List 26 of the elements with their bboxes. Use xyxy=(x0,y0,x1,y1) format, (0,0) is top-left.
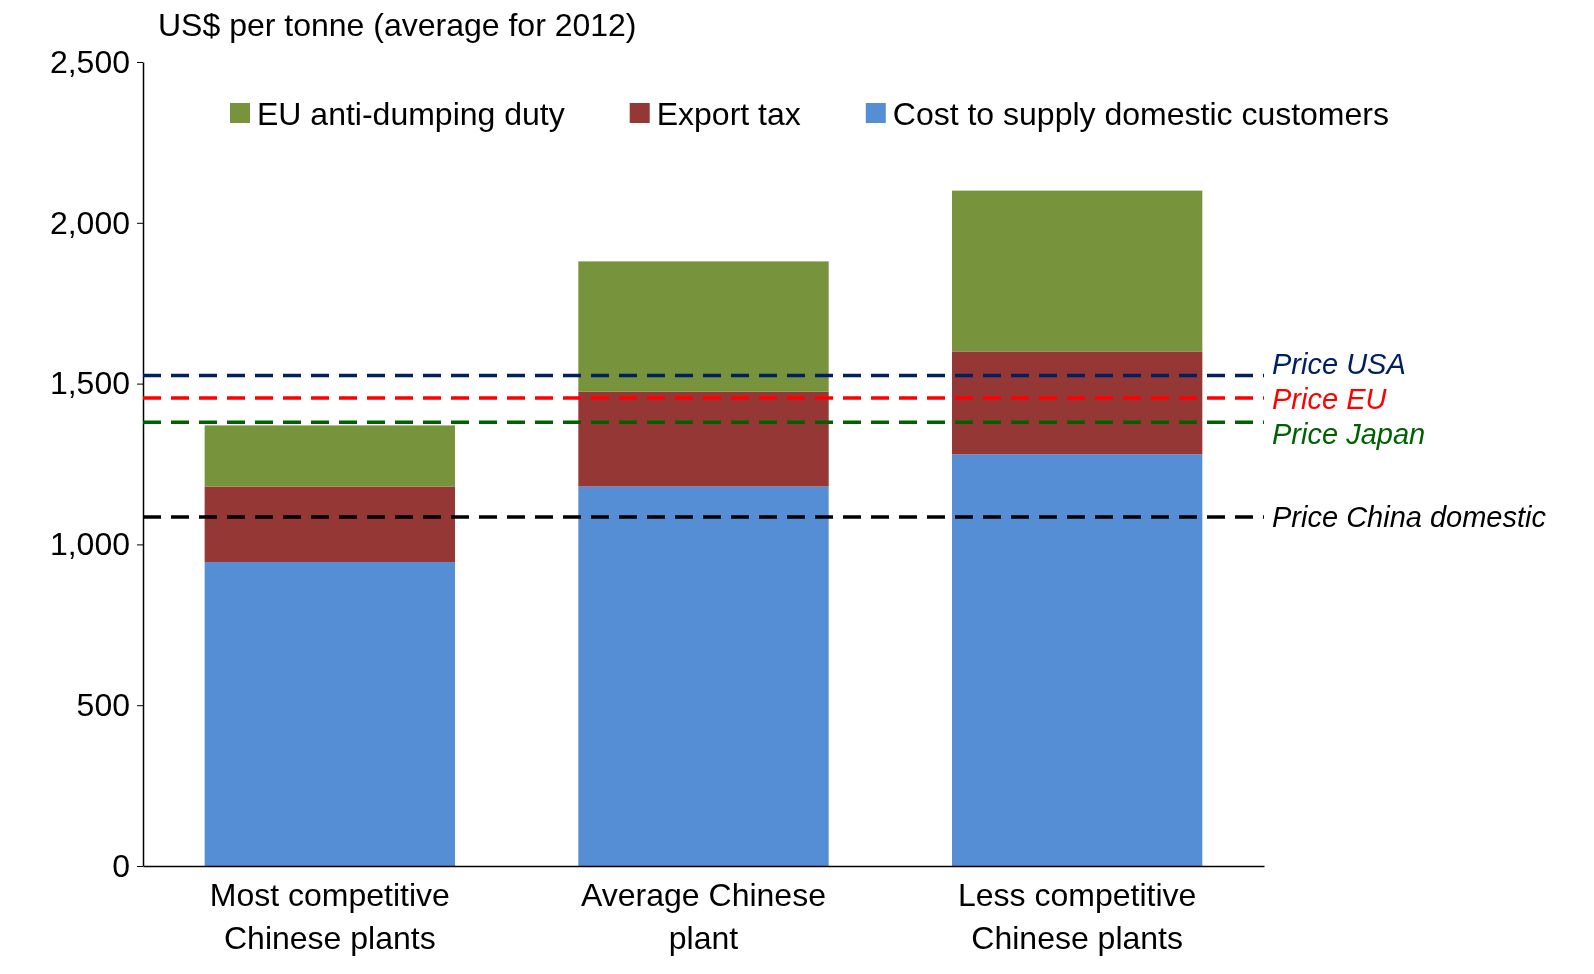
ref-line-label: Price China domestic xyxy=(1272,501,1547,534)
legend-label: Cost to supply domestic customers xyxy=(892,96,1389,132)
bar xyxy=(578,261,829,392)
y-tick-label: 2,500 xyxy=(49,43,130,80)
ref-line-label: Price USA xyxy=(1272,347,1406,380)
x-tick-label: Less competitive Chinese plants xyxy=(958,877,1197,956)
y-tick-label: 500 xyxy=(76,686,130,723)
x-tick-label: Most competitive Chinese plants xyxy=(209,877,450,956)
x-tick-label: Average Chinese plant xyxy=(581,877,826,956)
y-tick-label: 1,000 xyxy=(49,526,130,563)
legend-label: Export tax xyxy=(656,96,801,132)
y-tick-label: 0 xyxy=(112,847,130,884)
y-axis-title: US$ per tonne (average for 2012) xyxy=(158,7,637,43)
ref-line-label: Price Japan xyxy=(1272,417,1426,450)
ref-line-label: Price EU xyxy=(1272,382,1388,415)
y-tick-label: 2,000 xyxy=(49,204,130,241)
bar xyxy=(951,454,1203,866)
bar xyxy=(578,486,829,866)
bar xyxy=(951,190,1203,352)
bar xyxy=(951,351,1203,455)
y-tick-label: 1,500 xyxy=(49,365,130,402)
bar xyxy=(204,486,456,563)
bar xyxy=(204,425,456,487)
legend-label: EU anti-dumping duty xyxy=(257,96,565,132)
bar xyxy=(578,391,829,487)
bar xyxy=(204,562,456,866)
